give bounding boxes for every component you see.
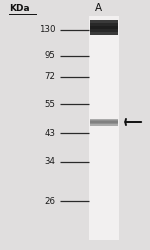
Bar <box>90 32 118 35</box>
Text: 72: 72 <box>45 72 56 81</box>
Text: 26: 26 <box>45 197 56 206</box>
Bar <box>90 124 118 126</box>
Bar <box>90 20 118 24</box>
Bar <box>90 118 118 120</box>
Bar <box>90 120 118 121</box>
Bar <box>90 121 118 123</box>
Text: 95: 95 <box>45 51 56 60</box>
Text: 43: 43 <box>45 128 56 138</box>
Text: 55: 55 <box>45 100 56 109</box>
Bar <box>89 16 119 240</box>
Text: 130: 130 <box>39 26 56 35</box>
Bar <box>90 24 118 26</box>
Bar <box>90 26 118 29</box>
Bar <box>90 29 118 32</box>
Text: A: A <box>95 3 102 13</box>
Text: KDa: KDa <box>9 4 30 13</box>
Text: 34: 34 <box>45 158 56 166</box>
Bar <box>90 123 118 124</box>
